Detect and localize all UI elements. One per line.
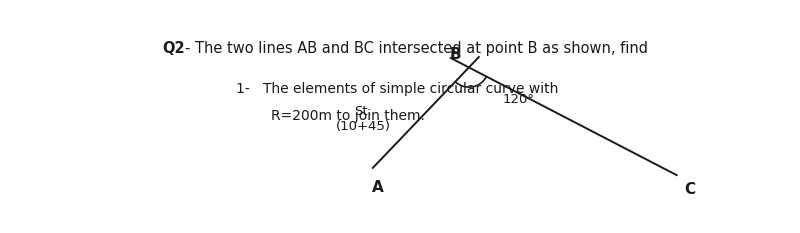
Text: - The two lines AB and BC intersected at point B as shown, find: - The two lines AB and BC intersected at… <box>185 41 648 55</box>
Text: 120°: 120° <box>503 93 535 106</box>
Text: St.
(10+45): St. (10+45) <box>336 105 391 133</box>
Text: A: A <box>372 180 384 195</box>
Text: R=200m to join them.: R=200m to join them. <box>237 109 426 123</box>
Text: Q2: Q2 <box>162 41 185 55</box>
Text: C: C <box>684 182 695 197</box>
Text: 1-   The elements of simple circular curve with: 1- The elements of simple circular curve… <box>237 82 558 96</box>
Text: B: B <box>450 47 461 62</box>
